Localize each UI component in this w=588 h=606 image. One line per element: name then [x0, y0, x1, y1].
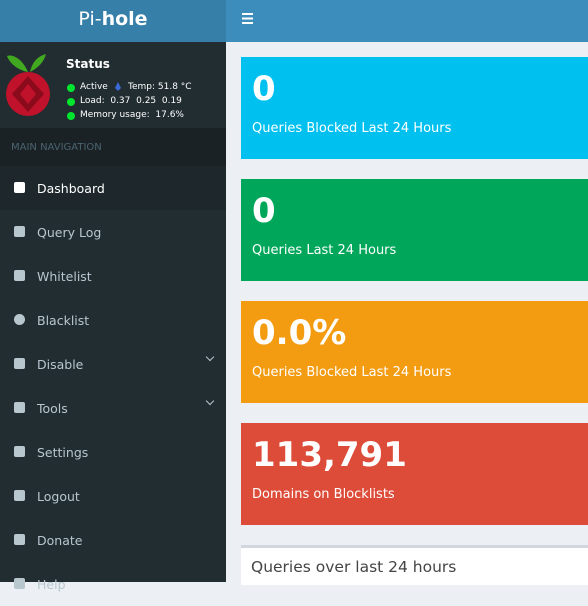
nav-item[interactable]: Settings [37, 445, 89, 460]
pihole-logo [6, 54, 50, 116]
nav-item[interactable]: Disable [37, 357, 84, 372]
nav-item[interactable]: Dashboard [0, 166, 226, 210]
status-temp: Temp: 51.8 °C [128, 82, 192, 92]
nav-item[interactable]: Logout [37, 489, 80, 504]
stat-label: Queries Blocked Last 24 Hours [252, 365, 452, 380]
stat-box: 0 Queries Blocked Last 24 Hours [241, 57, 588, 159]
stat-box: 0 Queries Last 24 Hours [241, 179, 588, 281]
status-dot [67, 84, 75, 92]
nav-header: MAIN NAVIGATION [0, 128, 226, 166]
menu-toggle[interactable] [242, 13, 253, 24]
nav-icon [14, 534, 25, 545]
temp-icon [115, 82, 121, 91]
nav-icon [14, 402, 25, 413]
status-memory: Memory usage: 17.6% [80, 110, 184, 120]
top-bar [226, 0, 588, 42]
nav-icon [14, 182, 25, 193]
stat-value: 0 [252, 69, 276, 109]
status-load: Load: 0.37 0.25 0.19 [80, 96, 182, 106]
stat-box: 113,791 Domains on Blocklists [241, 423, 588, 525]
status-dot [67, 112, 75, 120]
nav-icon [14, 226, 25, 237]
nav-item[interactable]: Whitelist [37, 269, 92, 284]
panel-title: Queries over last 24 hours [251, 558, 457, 576]
logo[interactable]: Pi-hole [0, 0, 226, 42]
nav-item[interactable]: Blacklist [37, 313, 90, 328]
nav-icon [14, 446, 25, 457]
logo-bold: hole [101, 8, 148, 30]
status-title: Status [66, 57, 110, 71]
stat-label: Domains on Blocklists [252, 487, 395, 502]
nav-item[interactable]: Query Log [37, 225, 102, 240]
stat-label: Queries Blocked Last 24 Hours [252, 121, 452, 136]
stat-box: 0.0% Queries Blocked Last 24 Hours [241, 301, 588, 403]
stat-value: 0.0% [252, 313, 347, 353]
stat-value: 0 [252, 191, 276, 231]
nav-icon [14, 314, 25, 325]
nav-item[interactable]: Tools [37, 401, 68, 416]
stat-label: Queries Last 24 Hours [252, 243, 397, 258]
logo-light: Pi- [78, 8, 102, 30]
stat-value: 113,791 [252, 435, 407, 475]
nav-icon [14, 490, 25, 501]
nav-item[interactable]: Donate [37, 533, 83, 548]
nav-item[interactable]: Help [37, 577, 66, 592]
nav-icon [14, 578, 25, 589]
nav-icon [14, 270, 25, 281]
status-active: Active [80, 82, 108, 92]
status-dot [67, 98, 75, 106]
nav-icon [14, 358, 25, 369]
page: Pi-hole Admin {"header": {"logo_light": … [0, 0, 588, 592]
chart-panel: Queries over last 24 hours [241, 545, 588, 585]
